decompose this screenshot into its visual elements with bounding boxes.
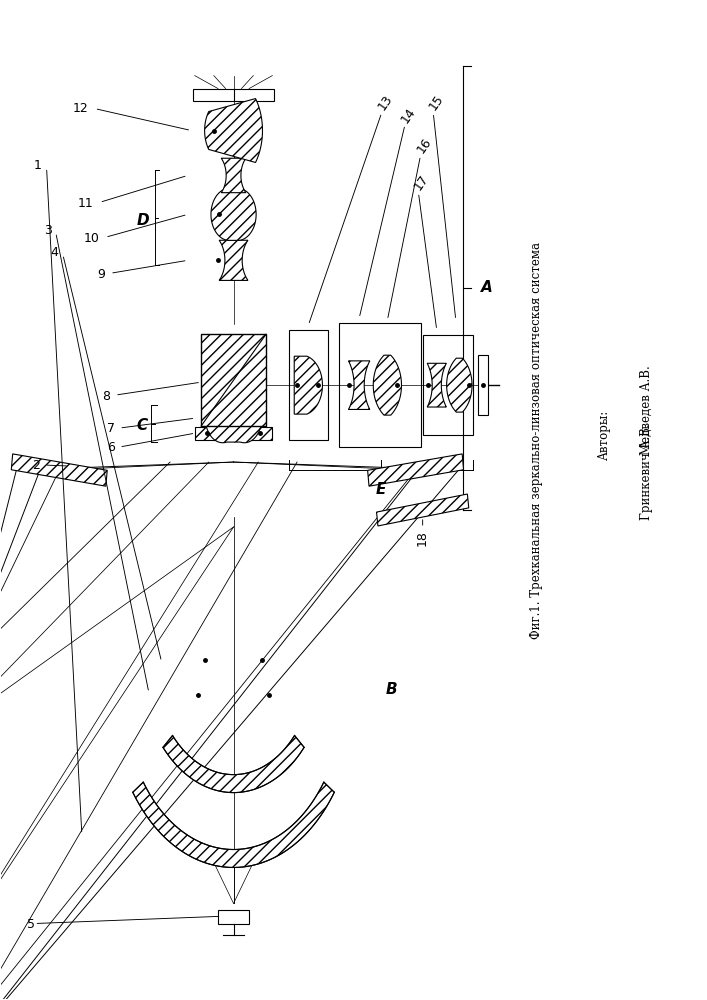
Text: 13: 13 xyxy=(375,92,395,113)
Polygon shape xyxy=(221,158,246,193)
Text: E: E xyxy=(376,482,386,497)
Polygon shape xyxy=(447,358,472,412)
Polygon shape xyxy=(205,393,262,443)
Text: 14: 14 xyxy=(399,105,419,126)
Polygon shape xyxy=(349,361,370,409)
Text: 18: 18 xyxy=(416,530,429,546)
Text: 9: 9 xyxy=(98,268,105,281)
Bar xyxy=(192,89,274,101)
Text: 11: 11 xyxy=(78,197,94,210)
Text: 4: 4 xyxy=(51,246,59,259)
Polygon shape xyxy=(11,454,107,486)
Polygon shape xyxy=(377,494,469,526)
Polygon shape xyxy=(211,188,256,240)
Text: 10: 10 xyxy=(83,232,100,245)
Text: Медведев А.В.: Медведев А.В. xyxy=(640,365,653,455)
Text: 16: 16 xyxy=(414,135,434,156)
Polygon shape xyxy=(427,363,446,407)
Text: 7: 7 xyxy=(107,422,115,435)
Bar xyxy=(339,323,421,447)
Text: Авторы:: Авторы: xyxy=(597,410,610,460)
Text: 15: 15 xyxy=(427,92,447,113)
Polygon shape xyxy=(219,240,248,280)
Text: 3: 3 xyxy=(44,224,52,237)
Text: Фиг.1. Трехканальная зеркально-линзовая оптическая система: Фиг.1. Трехканальная зеркально-линзовая … xyxy=(530,242,544,639)
Polygon shape xyxy=(133,782,334,867)
Bar xyxy=(218,910,249,924)
Polygon shape xyxy=(294,356,322,414)
Text: 2: 2 xyxy=(32,459,40,472)
Text: C: C xyxy=(136,418,148,433)
Text: Гринкевич А.В.: Гринкевич А.В. xyxy=(640,424,653,520)
Polygon shape xyxy=(204,99,262,162)
Bar xyxy=(194,427,272,440)
Polygon shape xyxy=(373,355,402,415)
Text: D: D xyxy=(136,213,149,228)
Bar xyxy=(423,335,474,435)
Text: 8: 8 xyxy=(102,390,110,403)
Text: A: A xyxy=(481,280,492,295)
Bar xyxy=(288,330,328,440)
Bar xyxy=(478,355,488,415)
Text: 5: 5 xyxy=(27,918,35,931)
Text: 6: 6 xyxy=(107,441,115,454)
Text: 1: 1 xyxy=(34,159,42,172)
Polygon shape xyxy=(368,454,464,486)
Text: 17: 17 xyxy=(411,172,431,193)
Text: 12: 12 xyxy=(73,102,89,115)
Polygon shape xyxy=(163,736,304,793)
Text: B: B xyxy=(385,682,397,697)
Bar xyxy=(201,334,266,426)
